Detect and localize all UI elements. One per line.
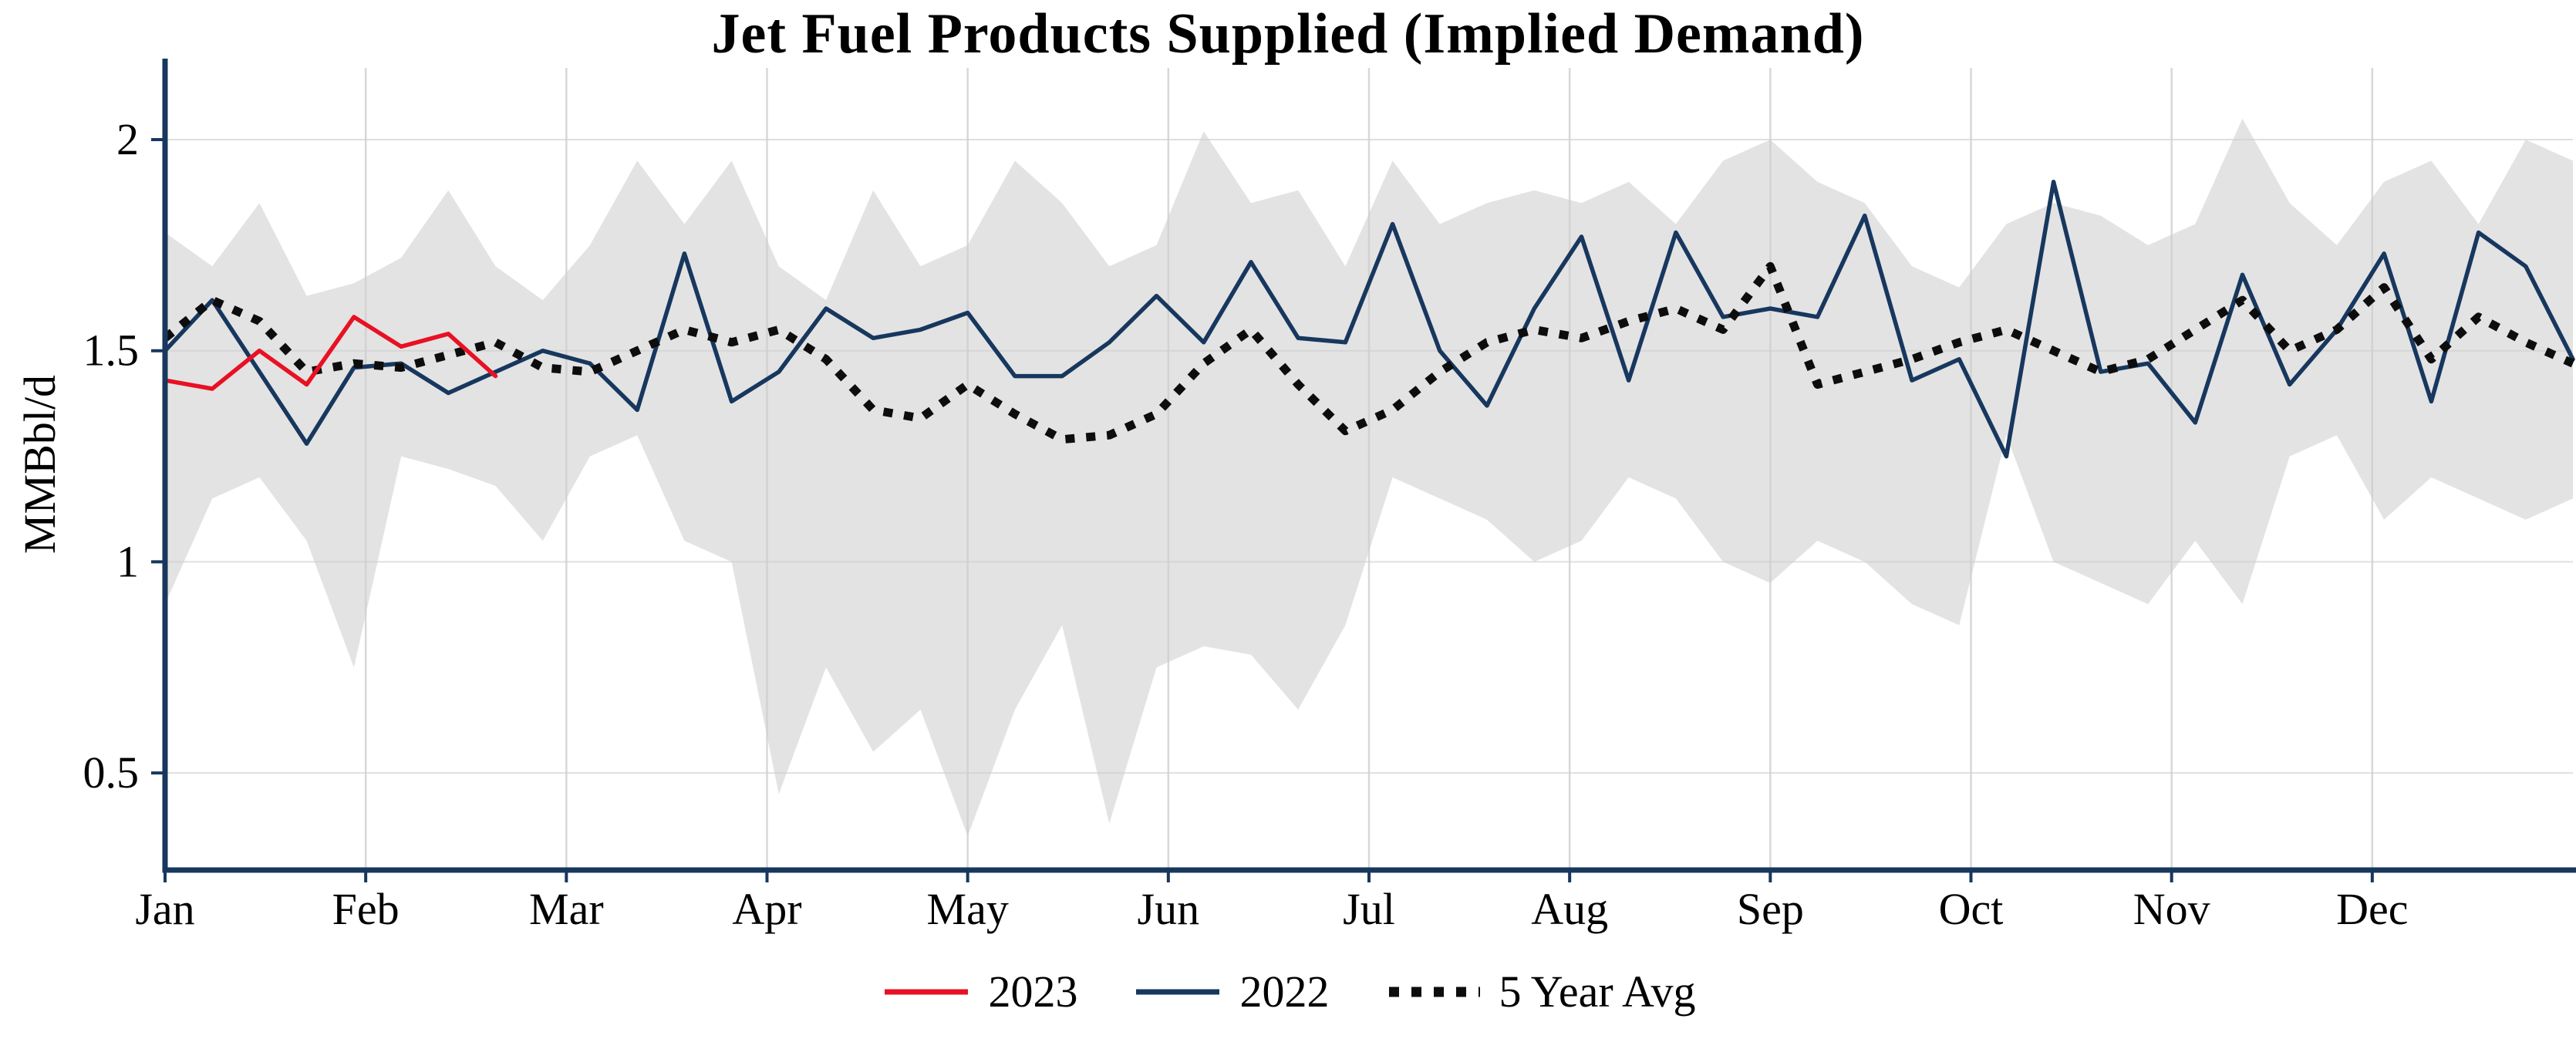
legend-label-5-year-avg: 5 Year Avg: [1499, 966, 1696, 1017]
legend-item-5-year-avg: 5 Year Avg: [1383, 966, 1696, 1017]
chart-title: Jet Fuel Products Supplied (Implied Dema…: [711, 2, 1865, 66]
series-line-2023: [163, 315, 498, 391]
x-tick-label: May: [927, 884, 1009, 934]
x-tick-label: Jan: [135, 884, 194, 934]
y-tick-label: 0.5: [83, 747, 140, 798]
y-tick-label: 1.5: [83, 325, 140, 376]
x-tick-label: Oct: [1939, 884, 2004, 934]
series-line-5-year-avg: [162, 261, 2575, 444]
x-tick-label: Nov: [2133, 884, 2210, 934]
x-tick-label: Jun: [1138, 884, 1200, 934]
x-tick-label: Feb: [332, 884, 400, 934]
x-tick-label: Jul: [1343, 884, 1395, 934]
legend-item-2022: 2022: [1131, 966, 1329, 1017]
y-tick-label: 1: [116, 536, 139, 586]
x-tick-label: Sep: [1737, 884, 1804, 934]
x-tick-label: Mar: [529, 884, 604, 934]
x-tick-label: Dec: [2336, 884, 2408, 934]
legend-label-2022: 2022: [1239, 966, 1330, 1017]
legend-swatch-2023-icon: [885, 989, 969, 994]
series-line-2022: [163, 180, 2575, 459]
y-tick-label: 2: [116, 114, 139, 164]
legend-item-2023: 2023: [880, 966, 1077, 1017]
legend-label-2023: 2023: [988, 966, 1078, 1017]
legend-swatch-5-year-avg-icon: [1389, 987, 1481, 997]
legend: 2023 2022 5 Year Avg: [0, 966, 2576, 1017]
x-tick-label: Aug: [1531, 884, 1608, 934]
x-tick-label: Apr: [732, 884, 801, 934]
legend-swatch-2022-icon: [1136, 989, 1220, 994]
